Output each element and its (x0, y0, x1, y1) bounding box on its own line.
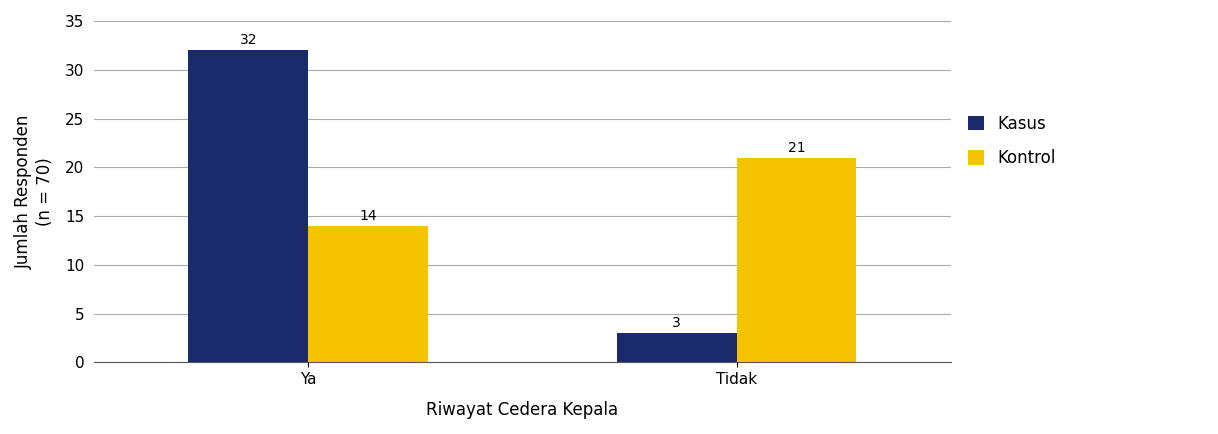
Text: 32: 32 (240, 33, 257, 47)
Bar (308, 226, 428, 362)
Y-axis label: Jumlah Responden
(n = 70): Jumlah Responden (n = 70) (15, 115, 54, 269)
X-axis label: Riwayat Cedera Kepala: Riwayat Cedera Kepala (426, 401, 619, 419)
Text: 14: 14 (359, 209, 376, 223)
Bar (737, 158, 856, 362)
Text: 21: 21 (788, 141, 805, 155)
Bar (189, 50, 308, 362)
Bar (616, 333, 737, 362)
Legend: Kasus, Kontrol: Kasus, Kontrol (967, 115, 1056, 168)
Text: 3: 3 (672, 316, 681, 330)
